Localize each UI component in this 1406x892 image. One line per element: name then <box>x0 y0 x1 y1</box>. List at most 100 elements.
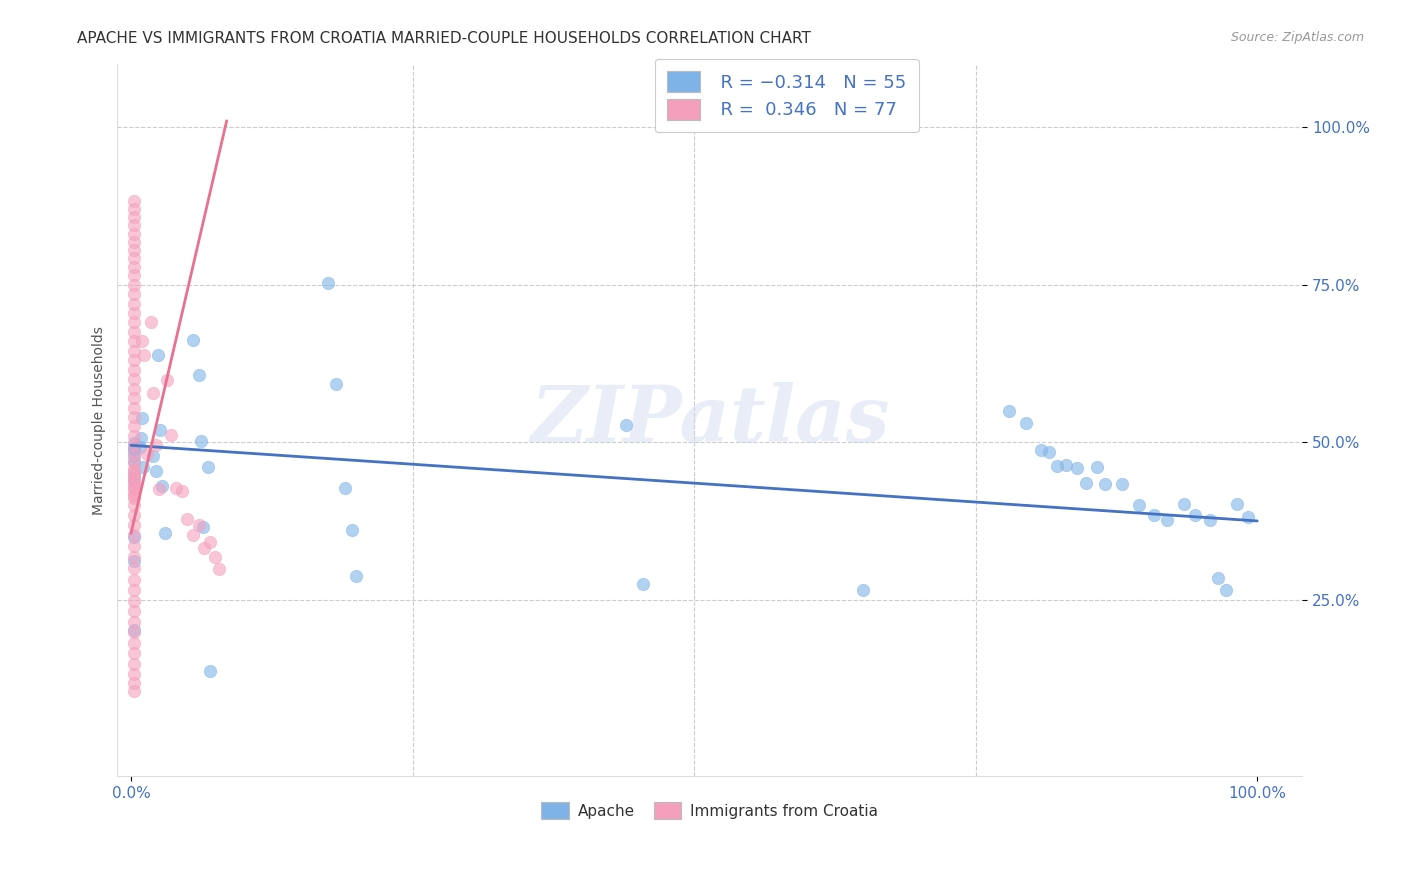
Point <box>124 549 146 564</box>
Point <box>124 530 146 544</box>
Point <box>124 442 146 457</box>
Point <box>124 539 146 553</box>
Point <box>616 418 638 433</box>
Point <box>124 485 146 500</box>
Point <box>124 455 146 469</box>
Point <box>124 467 146 481</box>
Point <box>124 194 146 209</box>
Point <box>124 635 146 649</box>
Point <box>1054 458 1077 472</box>
Point <box>124 372 146 386</box>
Point <box>124 343 146 358</box>
Point <box>193 541 215 555</box>
Point <box>1046 459 1069 474</box>
Point <box>124 449 146 463</box>
Point <box>124 472 146 486</box>
Point <box>1142 508 1164 523</box>
Point <box>170 484 193 499</box>
Point <box>124 251 146 265</box>
Point <box>1206 571 1229 585</box>
Point <box>134 348 156 362</box>
Point <box>124 481 146 495</box>
Point <box>204 549 226 564</box>
Point <box>124 475 146 489</box>
Point <box>1173 497 1195 511</box>
Point <box>152 479 174 493</box>
Point <box>160 427 183 442</box>
Point <box>1156 513 1178 527</box>
Point <box>124 657 146 671</box>
Point <box>124 646 146 660</box>
Point <box>208 562 231 576</box>
Point <box>124 210 146 224</box>
Point <box>1184 508 1206 523</box>
Point <box>142 449 165 463</box>
Point <box>316 277 339 291</box>
Point <box>1038 445 1060 459</box>
Point <box>124 625 146 640</box>
Point <box>124 362 146 376</box>
Point <box>124 528 146 542</box>
Point <box>124 268 146 282</box>
Point <box>1066 461 1088 475</box>
Point <box>633 577 655 591</box>
Point <box>124 573 146 587</box>
Point <box>124 409 146 424</box>
Text: ZIPatlas: ZIPatlas <box>530 382 890 458</box>
Point <box>1094 476 1116 491</box>
Point <box>124 667 146 681</box>
Point <box>1237 509 1260 524</box>
Point <box>135 446 157 460</box>
Point <box>124 315 146 329</box>
Point <box>141 315 163 329</box>
Point <box>124 334 146 349</box>
Point <box>124 429 146 443</box>
Point <box>187 518 209 533</box>
Point <box>187 368 209 383</box>
Point <box>124 489 146 503</box>
Point <box>1085 460 1108 475</box>
Point <box>124 464 146 478</box>
Point <box>124 277 146 292</box>
Point <box>146 348 169 362</box>
Point <box>124 455 146 469</box>
Point <box>124 491 146 505</box>
Point <box>124 561 146 575</box>
Point <box>129 431 152 445</box>
Point <box>124 476 146 491</box>
Point <box>176 512 198 526</box>
Point <box>124 218 146 232</box>
Point <box>124 604 146 618</box>
Point <box>124 498 146 512</box>
Point <box>344 569 367 583</box>
Point <box>197 460 219 475</box>
Point <box>124 676 146 690</box>
Point <box>1015 417 1038 431</box>
Point <box>190 434 212 448</box>
Point <box>124 306 146 320</box>
Point <box>124 227 146 242</box>
Point <box>129 440 152 454</box>
Point <box>1029 443 1052 458</box>
Point <box>998 403 1021 417</box>
Point <box>148 483 170 497</box>
Point <box>131 411 153 425</box>
Point <box>145 438 167 452</box>
Point <box>340 524 363 538</box>
Point <box>124 508 146 522</box>
Point <box>124 446 146 460</box>
Point <box>198 664 221 678</box>
Point <box>181 333 204 347</box>
Point <box>124 436 146 450</box>
Point <box>1215 582 1237 597</box>
Point <box>124 438 146 452</box>
Point <box>124 325 146 339</box>
Point <box>325 377 347 392</box>
Point <box>124 287 146 301</box>
Point <box>191 520 214 534</box>
Point <box>142 386 165 401</box>
Point <box>1111 476 1133 491</box>
Point <box>124 353 146 368</box>
Point <box>165 481 187 495</box>
Point <box>124 472 146 486</box>
